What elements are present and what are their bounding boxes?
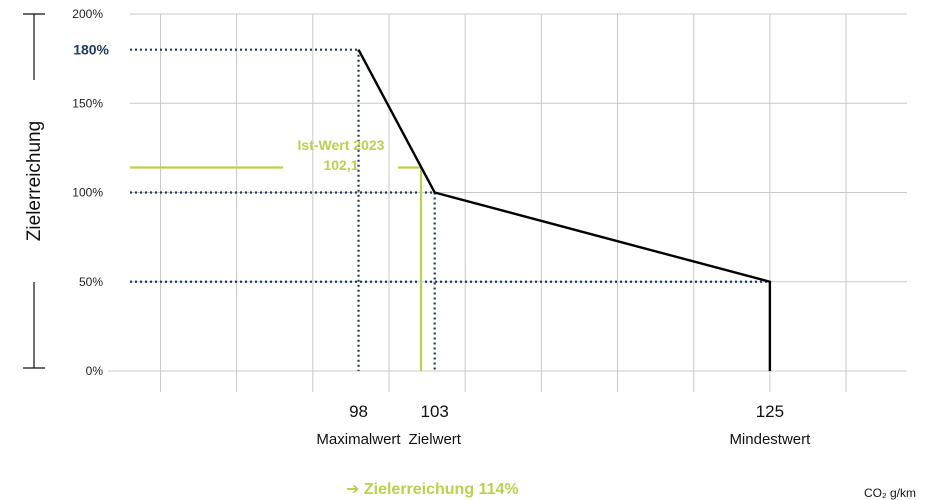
unit-label: CO₂ g/km — [864, 486, 916, 500]
x-marker-name-1: Zielwert — [408, 431, 461, 448]
y-tick-label-4: 200% — [72, 7, 103, 21]
y-tick-label-1: 50% — [79, 275, 103, 289]
x-marker-name-2: Mindestwert — [729, 431, 811, 448]
y-axis-label-group: Zielerreichung — [23, 13, 45, 369]
result-text: ➔ Zielerreichung 114% — [346, 481, 519, 498]
ist-wert-title: Ist-Wert 2023 — [298, 137, 385, 153]
y-axis-label: Zielerreichung — [24, 121, 45, 241]
series — [357, 49, 772, 372]
x-marker-number-1: 103 — [421, 402, 449, 421]
y-tick-label-3: 150% — [72, 96, 103, 110]
x-marker-number-2: 125 — [756, 402, 784, 421]
x-marker-number-0: 98 — [349, 402, 368, 421]
highlight-label: 180% — [73, 42, 109, 58]
grid — [108, 13, 907, 392]
series-line — [357, 49, 772, 371]
ist-wert-lines — [130, 166, 423, 371]
ist-wert-value: 102,1 — [323, 157, 358, 173]
y-tick-label-0: 0% — [86, 364, 104, 378]
x-marker-name-0: Maximalwert — [316, 431, 401, 448]
reference-lines — [130, 48, 770, 371]
y-tick-label-2: 100% — [72, 186, 103, 200]
x-axis: 98 Maximalwert 103 Zielwert 125 Mindestwert — [316, 402, 811, 448]
y-axis: 0% 50% 100% 150% 200% 180% — [72, 7, 109, 378]
